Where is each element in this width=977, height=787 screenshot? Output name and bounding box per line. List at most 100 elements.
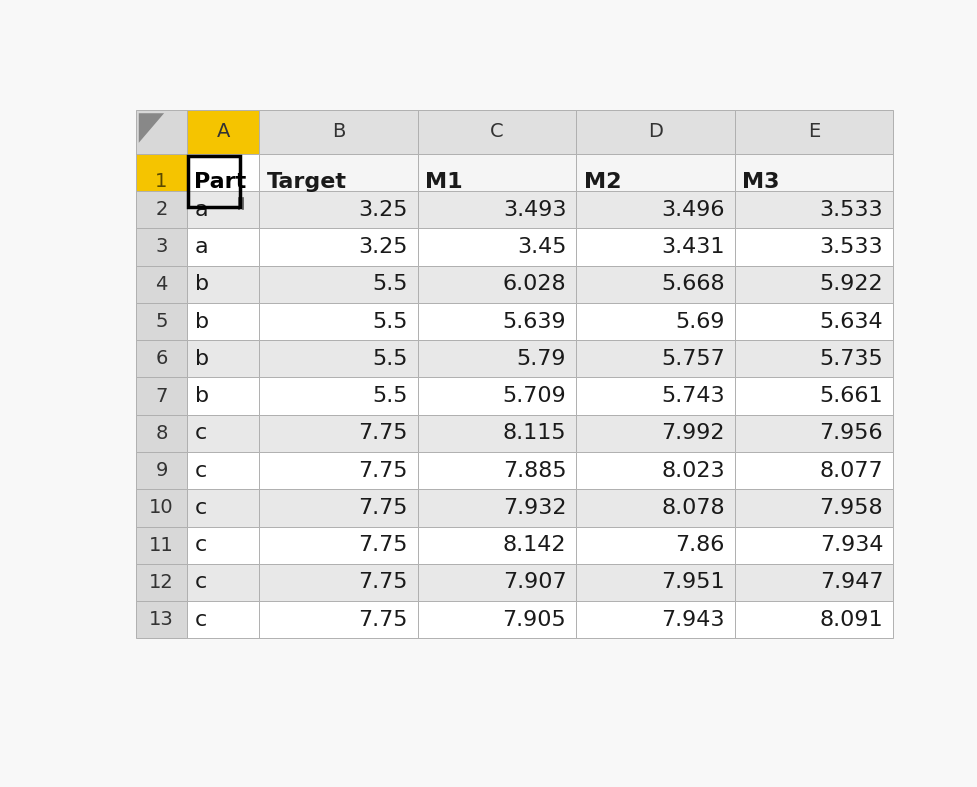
Text: 7.75: 7.75 bbox=[359, 423, 407, 443]
Bar bbox=[735, 191, 893, 228]
Bar bbox=[735, 452, 893, 490]
Bar bbox=[188, 340, 259, 378]
Bar bbox=[417, 490, 576, 527]
Text: 7.75: 7.75 bbox=[359, 460, 407, 481]
Bar bbox=[259, 109, 417, 153]
Bar bbox=[576, 228, 735, 266]
Bar bbox=[417, 303, 576, 340]
Text: C: C bbox=[490, 122, 504, 141]
Bar bbox=[188, 378, 259, 415]
Bar bbox=[417, 527, 576, 563]
Text: 7.885: 7.885 bbox=[502, 460, 567, 481]
Bar bbox=[259, 378, 417, 415]
Bar bbox=[188, 415, 259, 452]
Bar bbox=[576, 490, 735, 527]
Text: 9: 9 bbox=[155, 461, 168, 480]
Text: 7.86: 7.86 bbox=[675, 535, 725, 555]
Bar bbox=[136, 266, 188, 303]
Text: Target: Target bbox=[267, 172, 347, 192]
Bar bbox=[136, 303, 188, 340]
Text: 7.992: 7.992 bbox=[661, 423, 725, 443]
Text: 5.709: 5.709 bbox=[502, 386, 567, 406]
Text: b: b bbox=[194, 274, 209, 294]
Text: M3: M3 bbox=[743, 172, 780, 192]
Bar bbox=[735, 415, 893, 452]
Bar bbox=[188, 490, 259, 527]
Bar bbox=[259, 563, 417, 601]
Text: M1: M1 bbox=[425, 172, 463, 192]
Text: c: c bbox=[194, 460, 207, 481]
Text: c: c bbox=[194, 498, 207, 518]
Text: a: a bbox=[194, 237, 208, 257]
Text: 8.078: 8.078 bbox=[661, 498, 725, 518]
Text: 5.5: 5.5 bbox=[372, 274, 407, 294]
Bar bbox=[136, 601, 188, 638]
Bar bbox=[735, 340, 893, 378]
Bar bbox=[417, 109, 576, 153]
Bar bbox=[188, 563, 259, 601]
Text: 8.023: 8.023 bbox=[661, 460, 725, 481]
Bar bbox=[576, 378, 735, 415]
Bar bbox=[417, 228, 576, 266]
Bar bbox=[576, 563, 735, 601]
Text: 5.668: 5.668 bbox=[661, 274, 725, 294]
Bar bbox=[136, 527, 188, 563]
Bar bbox=[576, 340, 735, 378]
Bar bbox=[735, 490, 893, 527]
Bar bbox=[576, 601, 735, 638]
Bar bbox=[417, 378, 576, 415]
Text: 6: 6 bbox=[155, 349, 168, 368]
Text: 7.75: 7.75 bbox=[359, 572, 407, 593]
Bar bbox=[136, 415, 188, 452]
Bar bbox=[136, 228, 188, 266]
Bar bbox=[576, 303, 735, 340]
Text: 7.951: 7.951 bbox=[661, 572, 725, 593]
Text: 5.661: 5.661 bbox=[820, 386, 883, 406]
Text: 5.69: 5.69 bbox=[675, 312, 725, 331]
Text: 5.5: 5.5 bbox=[372, 386, 407, 406]
Bar bbox=[735, 109, 893, 153]
Text: 7.958: 7.958 bbox=[820, 498, 883, 518]
Bar bbox=[259, 340, 417, 378]
Text: 5.639: 5.639 bbox=[502, 312, 567, 331]
Bar bbox=[259, 601, 417, 638]
Bar bbox=[259, 490, 417, 527]
Bar bbox=[259, 153, 417, 209]
Bar bbox=[259, 303, 417, 340]
Bar bbox=[188, 191, 259, 228]
Text: 2: 2 bbox=[155, 200, 168, 220]
Bar bbox=[259, 228, 417, 266]
Text: c: c bbox=[194, 572, 207, 593]
Text: c: c bbox=[194, 535, 207, 555]
Bar bbox=[735, 563, 893, 601]
Bar bbox=[188, 109, 259, 153]
Bar bbox=[576, 266, 735, 303]
Bar bbox=[188, 303, 259, 340]
Text: 5.743: 5.743 bbox=[661, 386, 725, 406]
Text: A: A bbox=[217, 122, 230, 141]
Bar bbox=[188, 527, 259, 563]
Text: 7: 7 bbox=[155, 386, 168, 405]
Bar bbox=[259, 452, 417, 490]
Text: 3.533: 3.533 bbox=[820, 200, 883, 220]
Text: B: B bbox=[332, 122, 345, 141]
Text: 10: 10 bbox=[149, 498, 174, 517]
Bar bbox=[259, 266, 417, 303]
Text: 5.5: 5.5 bbox=[372, 349, 407, 369]
Bar bbox=[188, 452, 259, 490]
Text: D: D bbox=[648, 122, 662, 141]
Text: 5.757: 5.757 bbox=[661, 349, 725, 369]
Bar bbox=[735, 527, 893, 563]
Bar bbox=[136, 490, 188, 527]
Text: 7.934: 7.934 bbox=[820, 535, 883, 555]
Bar bbox=[417, 266, 576, 303]
Bar bbox=[576, 452, 735, 490]
Bar bbox=[735, 153, 893, 209]
Text: 8: 8 bbox=[155, 424, 168, 443]
Text: 7.907: 7.907 bbox=[502, 572, 567, 593]
Text: 3.493: 3.493 bbox=[503, 200, 567, 220]
Text: a: a bbox=[194, 200, 208, 220]
Bar bbox=[417, 601, 576, 638]
Text: 7.75: 7.75 bbox=[359, 535, 407, 555]
Bar bbox=[136, 191, 188, 228]
